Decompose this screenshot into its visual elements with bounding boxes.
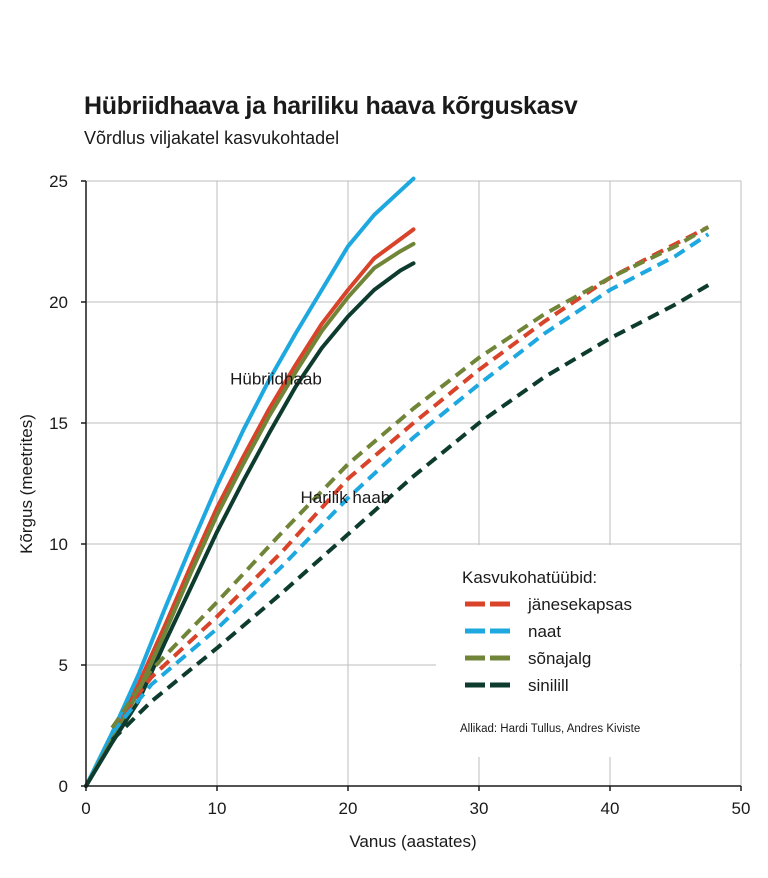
series-line-hybrid-1	[84, 176, 416, 788]
x-tick-label-10: 10	[208, 799, 227, 818]
y-tick-label-10: 10	[49, 535, 68, 554]
legend-background	[436, 545, 740, 757]
x-tick-label-20: 20	[339, 799, 358, 818]
x-tick-label-0: 0	[81, 799, 90, 818]
legend-title: Kasvukohatüübid:	[462, 568, 597, 587]
y-tick-label-20: 20	[49, 293, 68, 312]
series-line-hybrid-2	[84, 241, 416, 788]
x-tick-label-50: 50	[732, 799, 751, 818]
annotations: Hübriidhaab Harilik haab	[230, 369, 390, 507]
annotation-1: Harilik haab	[300, 488, 390, 507]
y-tick-label-0: 0	[59, 777, 68, 796]
legend-label-2: sõnajalg	[528, 649, 591, 668]
chart-subtitle: Võrdlus viljakatel kasvukohtadel	[84, 128, 340, 148]
series-line-common-6	[110, 225, 710, 730]
annotation-0: Hübriidhaab	[230, 369, 322, 388]
legend-label-3: sinilill	[528, 676, 569, 695]
legend-label-1: naat	[528, 622, 561, 641]
legend: Kasvukohatüübid: jänesekapsas naat sõnajalg…	[436, 545, 740, 757]
series-line-common-4	[110, 225, 710, 730]
series-line-common-5	[110, 232, 710, 735]
y-tick-label-25: 25	[49, 172, 68, 191]
y-tick-label-15: 15	[49, 414, 68, 433]
series-line-common-7	[110, 283, 710, 742]
x-tick-label-30: 30	[470, 799, 489, 818]
x-tick-label-40: 40	[601, 799, 620, 818]
series-lines	[84, 176, 710, 788]
axes	[81, 180, 742, 791]
legend-label-0: jänesekapsas	[527, 595, 632, 614]
tick-labels: 0 10 20 30 40 50 0 5 10 15 20 25	[49, 172, 750, 818]
y-axis-title: Kõrgus (meetrites)	[17, 414, 36, 554]
x-axis-title: Vanus (aastates)	[349, 832, 476, 851]
source-note: Allikad: Hardi Tullus, Andres Kiviste	[460, 723, 640, 735]
series-line-hybrid-0	[84, 227, 416, 788]
y-tick-label-5: 5	[59, 656, 68, 675]
chart-title: Hübriidhaava ja hariliku haava kõrguskas…	[84, 92, 578, 120]
